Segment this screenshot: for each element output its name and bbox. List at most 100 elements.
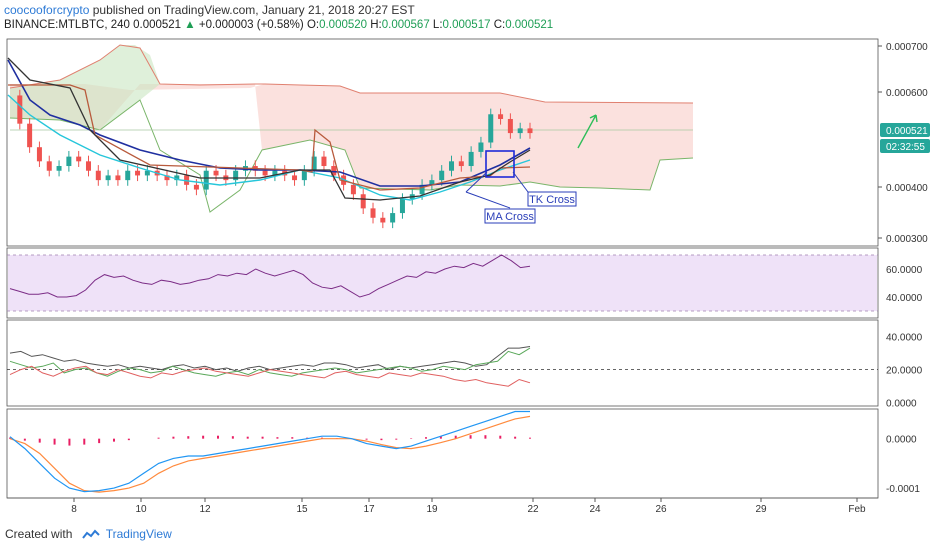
open-label: O: bbox=[306, 19, 320, 31]
candle-body bbox=[193, 184, 199, 190]
candle-body bbox=[135, 170, 141, 176]
last-price-tag bbox=[880, 123, 930, 137]
rsi-tick-label: 40.0000 bbox=[886, 293, 923, 304]
candle-body bbox=[17, 95, 23, 124]
target-arrow-line bbox=[577, 114, 597, 149]
candle-body bbox=[488, 114, 494, 143]
rsi-tick-label: 60.0000 bbox=[886, 265, 923, 276]
author-link[interactable]: coocooforcrypto bbox=[4, 3, 90, 17]
candle-body bbox=[429, 180, 435, 185]
tk-cross-label: TK Cross bbox=[529, 194, 575, 206]
dmi-panel bbox=[7, 346, 878, 387]
senkou-b-line bbox=[9, 44, 694, 104]
di-plus-line bbox=[9, 347, 531, 377]
time-tick-label: 24 bbox=[589, 504, 601, 515]
high-value: 0.000567 bbox=[381, 19, 430, 31]
candle-body bbox=[125, 170, 131, 181]
candle-body bbox=[272, 170, 278, 176]
ma-cross-box bbox=[484, 208, 536, 224]
candle-body bbox=[36, 147, 42, 162]
rsi-line bbox=[9, 254, 531, 298]
macd-panel bbox=[9, 410, 531, 493]
candle-body bbox=[350, 184, 356, 195]
panel-frames bbox=[6, 38, 879, 499]
symbol-line: BINANCE:MTLBTC, 240 0.000521 ▲ +0.000003… bbox=[4, 19, 553, 31]
rsi-band bbox=[8, 255, 877, 311]
macd-signal-line bbox=[9, 415, 531, 493]
time-tick-label: 29 bbox=[755, 504, 767, 515]
panel-border bbox=[6, 247, 879, 319]
moving-average-slow bbox=[7, 59, 531, 187]
candle-body bbox=[439, 170, 445, 181]
candle-body bbox=[144, 170, 150, 176]
time-tick-label: 15 bbox=[296, 504, 308, 515]
candle-body bbox=[76, 156, 82, 162]
candle-body bbox=[27, 123, 33, 148]
close-label: C: bbox=[493, 19, 506, 31]
dmi-tick-label: 0.0000 bbox=[886, 399, 917, 410]
time-tick-label: 22 bbox=[527, 504, 539, 515]
candle-body bbox=[213, 170, 219, 176]
last-price-tag-label: 0.000521 bbox=[886, 126, 928, 137]
candle-body bbox=[498, 114, 504, 119]
candle-body bbox=[46, 161, 52, 171]
candle-body bbox=[507, 118, 513, 134]
candle-body bbox=[95, 170, 101, 181]
price-tick-label: 0.000300 bbox=[886, 234, 928, 245]
candle-body bbox=[321, 156, 327, 167]
candle-body bbox=[458, 161, 464, 167]
candle-body bbox=[66, 156, 72, 167]
last-price: 0.000521 bbox=[133, 19, 182, 31]
change-arrow-icon: ▲ bbox=[184, 19, 196, 31]
ma-cross-pointer-1 bbox=[465, 171, 488, 193]
panel-border bbox=[6, 319, 879, 407]
macd-tick-label: -0.0001 bbox=[886, 484, 920, 495]
high-label: H: bbox=[370, 19, 382, 31]
candle-body bbox=[370, 208, 376, 218]
created-with-label: Created with bbox=[5, 527, 73, 541]
countdown-tag-label: 02:32:55 bbox=[886, 142, 925, 153]
target-arrow-icon bbox=[589, 114, 598, 123]
candle-body bbox=[105, 175, 111, 181]
ma-cross-pointer-2 bbox=[465, 191, 511, 209]
price-tick-label: 0.000400 bbox=[886, 183, 928, 194]
low-label: L: bbox=[432, 19, 443, 31]
footer: Created with TradingView bbox=[5, 527, 172, 541]
candle-body bbox=[468, 151, 474, 167]
candle-body bbox=[399, 198, 405, 214]
candle-body bbox=[233, 170, 239, 181]
open-value: 0.000520 bbox=[319, 19, 368, 31]
time-tick-label: Feb bbox=[848, 504, 866, 515]
highlight-box bbox=[485, 150, 515, 178]
tradingview-brand-link[interactable]: TradingView bbox=[105, 527, 172, 541]
cloud-red-area bbox=[10, 84, 693, 190]
dmi-tick-label: 40.0000 bbox=[886, 333, 923, 344]
price-change: +0.000003 (+0.58%) bbox=[198, 19, 304, 31]
candle-body bbox=[419, 184, 425, 195]
candle-body bbox=[301, 170, 307, 181]
kijun-line bbox=[8, 84, 531, 191]
time-tick-label: 26 bbox=[655, 504, 667, 515]
tradingview-logo-icon bbox=[81, 529, 100, 539]
price-tick-label: 0.000700 bbox=[886, 42, 928, 53]
senkou-a-line bbox=[9, 99, 694, 213]
close-value: 0.000521 bbox=[505, 19, 554, 31]
tk-cross-box bbox=[527, 191, 577, 207]
ichimoku-cloud bbox=[9, 44, 694, 213]
di-minus-line bbox=[9, 365, 531, 387]
candle-body bbox=[292, 175, 298, 181]
countdown-tag bbox=[880, 139, 930, 153]
tenkan-line bbox=[7, 57, 531, 201]
low-value: 0.000517 bbox=[442, 19, 491, 31]
tk-cross-pointer bbox=[512, 171, 529, 193]
candle-body bbox=[262, 170, 268, 176]
time-tick-label: 19 bbox=[426, 504, 438, 515]
axes: 0.000700 0.000600 0.000400 0.000300 0.000521… bbox=[71, 42, 930, 515]
candle-body bbox=[85, 161, 91, 171]
candle-body bbox=[390, 213, 396, 223]
indicator-lines bbox=[7, 57, 531, 201]
panel-border bbox=[6, 38, 879, 247]
time-tick-label: 12 bbox=[199, 504, 211, 515]
candle-body bbox=[380, 217, 386, 223]
